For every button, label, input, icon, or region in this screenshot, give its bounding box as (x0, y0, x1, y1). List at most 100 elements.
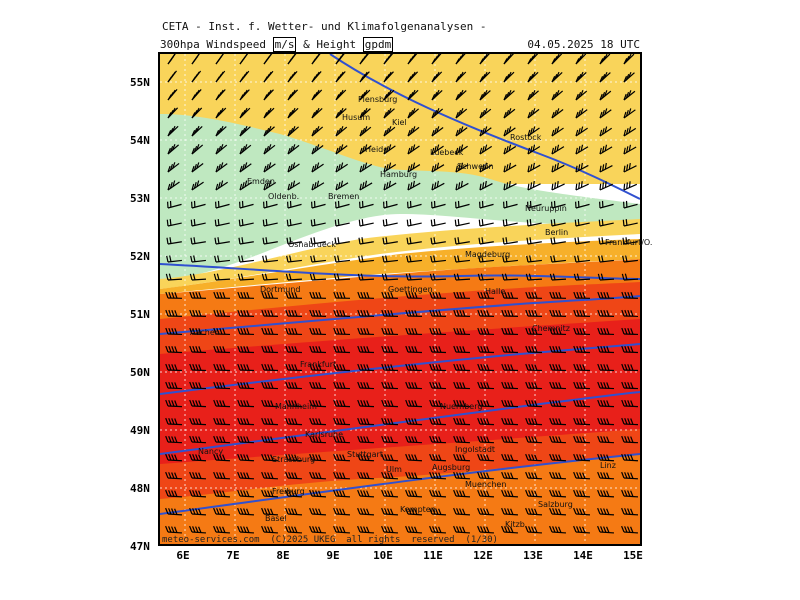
wind-barb (165, 381, 183, 390)
wind-barb (213, 363, 231, 372)
wind-barb (166, 237, 182, 245)
wind-barb (239, 70, 250, 83)
wind-barb (165, 453, 183, 462)
wind-barb (479, 126, 492, 137)
wind-barb (357, 435, 375, 444)
wind-barb (551, 200, 566, 209)
wind-barb (597, 273, 615, 281)
wind-barb (429, 363, 447, 372)
wind-barb (357, 525, 375, 534)
wind-barb (550, 237, 566, 245)
wind-barb (311, 126, 324, 137)
lat-label: 51N (130, 308, 150, 321)
wind-barb (383, 126, 396, 137)
wind-barb (503, 89, 515, 101)
wind-barb (335, 126, 348, 137)
wind-barb (213, 453, 231, 462)
wind-barb (334, 219, 350, 227)
wind-barb (383, 107, 395, 119)
wind-barb (429, 309, 447, 317)
wind-barb (477, 309, 495, 317)
wind-barb (191, 89, 202, 101)
city-label: Husum (342, 113, 371, 122)
wind-barb (333, 417, 351, 426)
wind-barb (455, 162, 469, 173)
wind-barb (383, 144, 396, 155)
wind-barb (357, 273, 375, 281)
wind-barb (287, 200, 302, 209)
wind-barb (191, 180, 204, 191)
wind-barb (167, 162, 180, 173)
city-label: Salzburg (538, 500, 573, 509)
wind-barb (311, 89, 323, 101)
wind-barb (429, 399, 447, 408)
wind-barb (287, 180, 301, 191)
wind-barb (575, 71, 587, 83)
wind-barb (431, 162, 445, 173)
wind-barb (189, 417, 207, 426)
wind-barb (501, 381, 519, 390)
wind-barb (382, 219, 398, 227)
city-label: Mannheim (275, 402, 317, 411)
wind-barb (167, 180, 180, 191)
wind-barb (503, 71, 515, 83)
wind-barb (191, 200, 206, 209)
wind-barb (621, 309, 639, 317)
wind-barb (623, 54, 635, 65)
wind-barb (597, 417, 615, 426)
wind-barb (239, 144, 252, 155)
wind-barb (261, 471, 279, 480)
wind-barb (333, 435, 351, 444)
wind-barb (311, 71, 322, 83)
wind-barb (405, 417, 423, 426)
wind-barb (597, 525, 615, 534)
wind-barb (213, 291, 231, 299)
wind-barb (335, 144, 348, 155)
wind-barb (309, 471, 327, 480)
wind-barb (623, 71, 635, 83)
wind-barb (191, 144, 204, 155)
wind-barb (357, 489, 375, 498)
wind-barb (477, 327, 495, 336)
wind-barb (429, 507, 447, 516)
wind-barb (214, 237, 230, 245)
wind-barb (597, 363, 615, 372)
height-contour-line (160, 453, 640, 515)
wind-barb (165, 417, 183, 426)
wind-barb (405, 381, 423, 390)
wind-barb (453, 435, 471, 444)
wind-barb (525, 345, 543, 354)
wind-barb (286, 237, 302, 245)
wind-barb (261, 381, 279, 390)
wind-barb (189, 345, 207, 354)
wind-barb (213, 489, 231, 498)
wind-barb (286, 255, 302, 263)
wind-barb (263, 89, 274, 101)
wind-barb (453, 345, 471, 354)
wind-barb (623, 108, 636, 119)
wind-barb (309, 381, 327, 390)
wind-barb (381, 309, 399, 317)
wind-barb (527, 108, 540, 119)
wind-barb (285, 417, 303, 426)
wind-barb (501, 507, 519, 516)
wind-barb (333, 471, 351, 480)
wind-barb (190, 219, 206, 227)
wind-barb (357, 381, 375, 390)
wind-barb (501, 435, 519, 444)
wind-barb (407, 126, 420, 137)
city-label: Kempten (400, 505, 436, 514)
wind-barb (311, 144, 324, 155)
wind-barb (479, 89, 491, 101)
city-label: Muenchen (465, 480, 507, 489)
wind-barb (287, 70, 298, 83)
wind-barb (167, 88, 178, 101)
wind-barb (453, 525, 471, 534)
wind-barb (359, 71, 370, 83)
wind-barb (357, 417, 375, 426)
wind-barb (285, 489, 303, 498)
wind-barb (623, 144, 637, 155)
city-label: Emden (247, 177, 275, 186)
wind-barb (599, 90, 612, 101)
wind-barb (215, 70, 226, 83)
